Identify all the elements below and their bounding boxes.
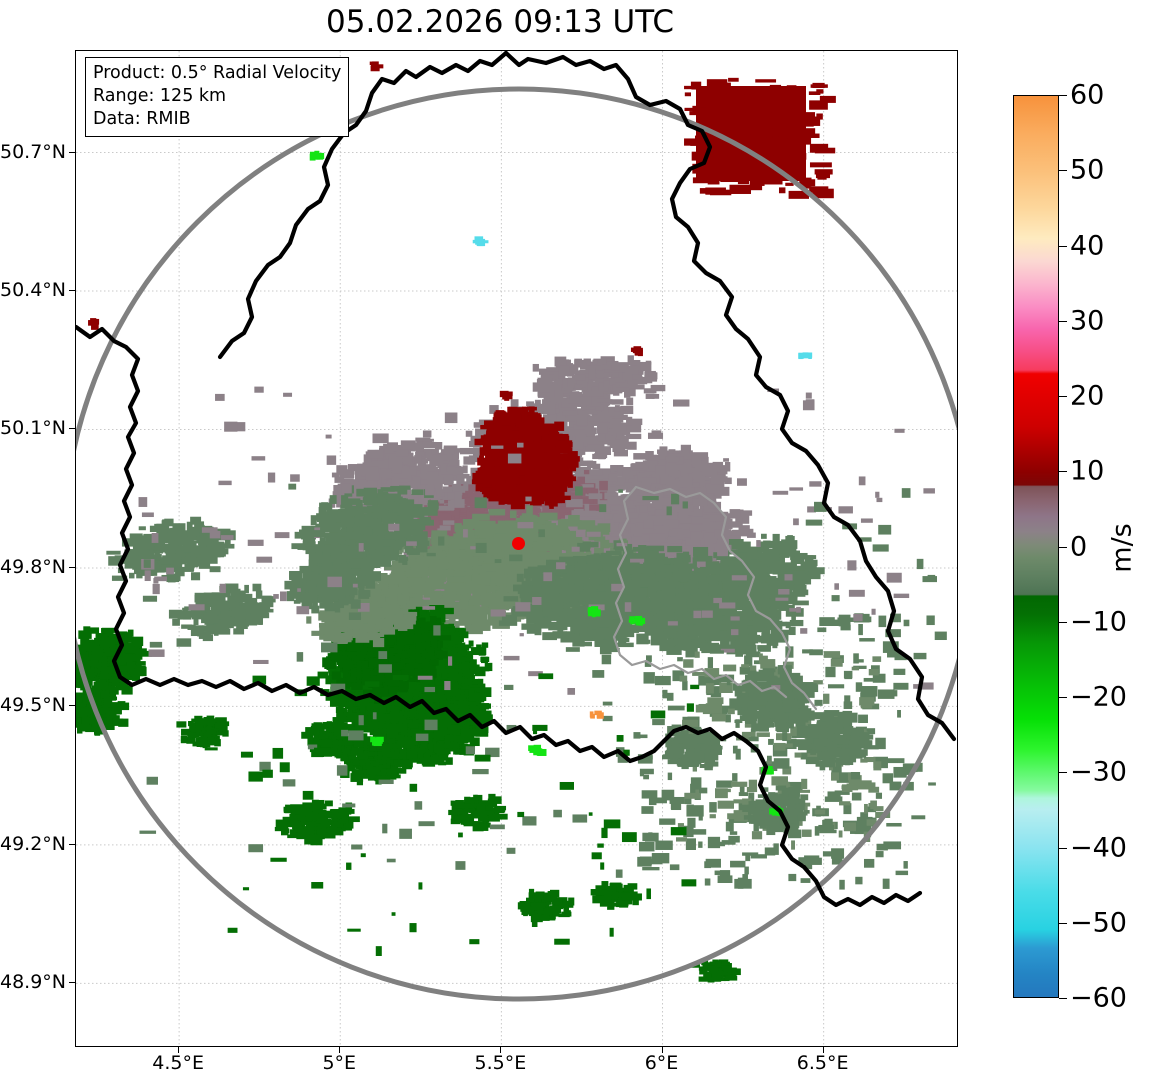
echo-cluster [168, 583, 276, 642]
colorbar-tick-label: 40 [1070, 230, 1105, 261]
x-axis-tick-label: 5°E [322, 1052, 357, 1074]
echo-cluster [176, 715, 230, 749]
echo-cluster [590, 881, 642, 910]
echo-cluster [472, 236, 489, 247]
radar-site-marker[interactable] [511, 536, 525, 550]
colorbar-tick-label: 60 [1070, 79, 1105, 111]
y-axis-tick-label: 49.8°N [0, 555, 67, 578]
radar-plot-area[interactable] [75, 50, 958, 1047]
colorbar-tick-mark [1059, 998, 1067, 999]
echo-speckle [139, 483, 947, 878]
colorbar-tick-mark [1059, 471, 1067, 473]
echo-cluster [284, 544, 382, 614]
colorbar-tick-label: −50 [1070, 907, 1127, 939]
echo-cluster [662, 726, 727, 771]
echo-cluster [589, 710, 604, 719]
echo-cluster [528, 744, 547, 756]
colorbar-tick-mark [1059, 922, 1067, 924]
colorbar-tick-label: −20 [1070, 681, 1127, 713]
x-axis-tick-mark [661, 1047, 663, 1053]
page-title: 05.02.2026 09:13 UTC [326, 4, 674, 40]
x-axis-tick-label: 5.5°E [474, 1052, 527, 1074]
y-axis-tick-mark [69, 428, 75, 430]
echo-cluster [517, 889, 575, 923]
echo-cluster [630, 346, 643, 357]
info-product: Product: 0.5° Radial Velocity [93, 63, 342, 83]
echo-cluster [798, 352, 813, 360]
x-axis-tick-mark [500, 1047, 502, 1053]
x-axis-tick-mark [178, 1047, 180, 1053]
y-axis-tick-label: 49.5°N [0, 694, 67, 717]
echo-cluster [499, 390, 513, 401]
colorbar-frame [1013, 95, 1059, 998]
info-range: Range: 125 km [93, 86, 227, 107]
product-info-box: Product: 0.5° Radial Velocity Range: 125… [85, 57, 350, 138]
echo-cluster [382, 673, 495, 768]
echo-cluster [471, 466, 520, 499]
echo-cluster [448, 793, 508, 832]
colorbar-tick-mark [1059, 772, 1067, 774]
radar-echoes-group [76, 61, 947, 983]
y-axis-tick-mark [69, 151, 75, 153]
colorbar-axis-label: m/s [1106, 523, 1138, 573]
colorbar-tick-mark [1059, 621, 1067, 623]
colorbar-tick-label: −30 [1070, 756, 1127, 788]
colorbar-tick-label: 20 [1070, 380, 1105, 412]
colorbar[interactable] [1013, 95, 1059, 998]
y-axis-tick-label: 48.9°N [0, 971, 67, 994]
colorbar-tick-mark [1059, 245, 1067, 247]
x-axis-tick-label: 4.5°E [152, 1052, 204, 1074]
echo-cluster [88, 318, 100, 330]
colorbar-gradient [1014, 96, 1058, 997]
colorbar-tick-mark [1059, 95, 1067, 96]
regional-borders-group [612, 485, 818, 711]
radar-plot-clip [76, 51, 957, 1046]
y-axis-tick-label: 50.4°N [0, 279, 67, 302]
echo-speckle [138, 382, 935, 695]
colorbar-tick-label: 50 [1070, 154, 1105, 186]
echo-cluster [729, 665, 819, 733]
x-axis-tick-label: 6.5°E [796, 1052, 849, 1074]
colorbar-tick-mark [1059, 170, 1067, 172]
y-axis-tick-mark [69, 566, 75, 568]
echo-cluster [369, 61, 384, 72]
country-borders-group [76, 51, 957, 908]
echo-cluster [519, 463, 574, 509]
echo-cluster [628, 615, 646, 626]
echo-cluster [370, 736, 384, 747]
colorbar-tick-mark [1059, 546, 1067, 548]
colorbar-tick-label: 30 [1070, 305, 1105, 337]
radar-map-svg [76, 51, 957, 1046]
echo-cluster [309, 150, 325, 161]
y-axis-tick-mark [69, 982, 75, 984]
y-axis-tick-label: 49.2°N [0, 832, 67, 855]
colorbar-tick-label: −60 [1070, 982, 1127, 1014]
colorbar-tick-label: 10 [1070, 455, 1105, 487]
y-axis-tick-label: 50.7°N [0, 140, 67, 163]
x-axis-tick-mark [822, 1047, 824, 1053]
y-axis-tick-mark [69, 705, 75, 707]
colorbar-tick-mark [1059, 396, 1067, 397]
colorbar-tick-mark [1059, 697, 1067, 698]
colorbar-tick-label: −40 [1070, 832, 1127, 863]
echo-cluster [691, 959, 741, 983]
x-axis-tick-label: 6°E [644, 1052, 679, 1074]
colorbar-tick-label: 0 [1070, 531, 1088, 562]
echo-cluster [587, 606, 601, 618]
y-axis-tick-mark [69, 290, 75, 292]
y-axis-tick-mark [69, 843, 75, 845]
echo-cluster [796, 710, 879, 771]
x-axis-tick-mark [339, 1047, 341, 1053]
colorbar-tick-label: −10 [1070, 606, 1127, 638]
range-ring-group [76, 86, 957, 1002]
info-data: Data: RMIB [93, 109, 191, 130]
colorbar-tick-mark [1059, 320, 1067, 322]
colorbar-tick-mark [1059, 847, 1067, 849]
y-axis-tick-label: 50.1°N [0, 417, 67, 440]
ne-outbound-block [684, 77, 836, 199]
